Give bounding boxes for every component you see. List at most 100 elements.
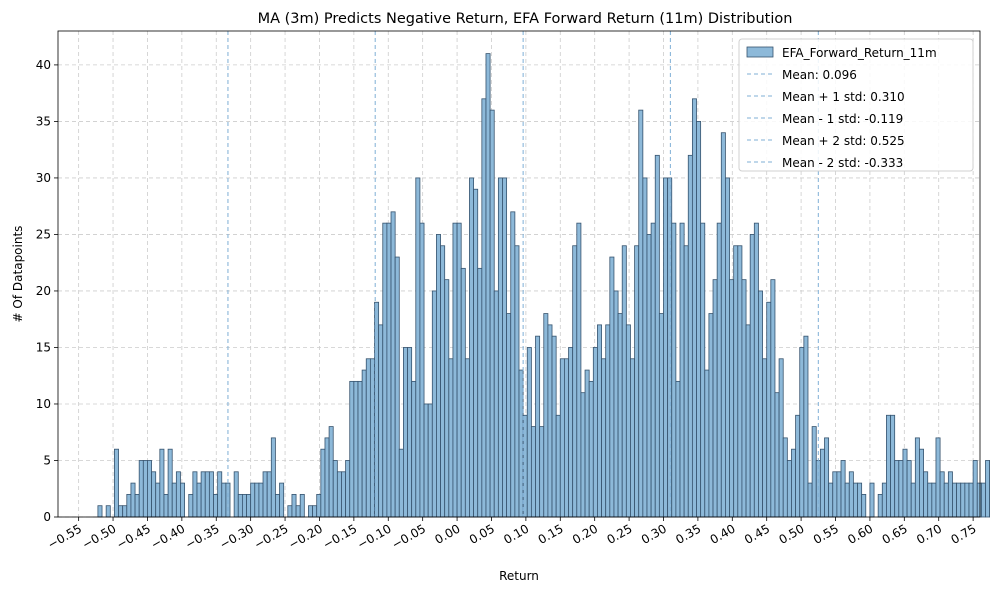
histogram-bar xyxy=(279,482,285,518)
histogram-bar xyxy=(848,471,854,518)
histogram-bar xyxy=(97,505,103,518)
histogram-bar xyxy=(518,369,524,518)
histogram-bar xyxy=(617,313,623,518)
histogram-bar xyxy=(316,493,322,518)
histogram-bar xyxy=(506,313,512,518)
histogram-bar xyxy=(786,460,792,518)
y-tick-label: 35 xyxy=(36,114,51,128)
x-tick-label: 0.60 xyxy=(845,521,875,546)
histogram-bar xyxy=(254,482,260,518)
histogram-bar xyxy=(753,222,759,518)
y-axis-label: # Of Datapoints xyxy=(11,226,25,323)
histogram-bar xyxy=(415,177,421,518)
histogram-bar xyxy=(811,426,817,518)
x-tick-label: 0.45 xyxy=(742,521,772,546)
histogram-bar xyxy=(444,279,450,518)
x-tick-label: 0.00 xyxy=(432,521,462,546)
histogram-bar xyxy=(526,347,532,518)
legend-label-line: Mean - 2 std: -0.333 xyxy=(782,156,903,170)
histogram-bar xyxy=(440,245,446,518)
histogram-bar xyxy=(460,267,466,518)
histogram-bar xyxy=(881,482,887,518)
histogram-bar xyxy=(588,380,594,518)
x-tick-label: −0.40 xyxy=(148,521,187,552)
histogram-bar xyxy=(295,505,301,518)
histogram-bar xyxy=(638,109,644,518)
histogram-bar xyxy=(403,347,408,518)
histogram-bar xyxy=(341,471,347,518)
histogram-bar xyxy=(559,358,565,518)
y-tick-label: 20 xyxy=(36,284,51,298)
histogram-bar xyxy=(824,437,830,518)
histogram-bar xyxy=(535,335,541,518)
histogram-bar xyxy=(687,154,693,518)
histogram-bar xyxy=(258,482,264,518)
histogram-bar xyxy=(188,493,194,518)
histogram-bar xyxy=(704,369,710,518)
histogram-bar xyxy=(972,460,978,518)
histogram-bar xyxy=(576,222,582,518)
histogram-bar xyxy=(551,335,557,518)
histogram-bar xyxy=(923,471,929,518)
histogram-bar xyxy=(299,493,305,518)
histogram-bar xyxy=(861,493,867,518)
histogram-bar xyxy=(547,324,553,518)
histogram-bar xyxy=(696,121,702,518)
histogram-bar xyxy=(114,448,119,518)
histogram-bar xyxy=(398,448,404,518)
histogram-bar xyxy=(180,482,186,518)
histogram-bar xyxy=(485,53,491,518)
histogram-bar xyxy=(894,460,900,518)
histogram-bar xyxy=(935,437,941,518)
histogram-bar xyxy=(312,505,318,518)
chart-title: MA (3m) Predicts Negative Return, EFA Fo… xyxy=(258,11,793,27)
legend-label-line: Mean: 0.096 xyxy=(782,68,857,82)
y-tick-label: 15 xyxy=(36,340,51,354)
histogram-bar xyxy=(510,211,516,518)
histogram-bar xyxy=(667,177,673,518)
histogram-bar xyxy=(147,460,152,518)
histogram-bar xyxy=(452,222,458,518)
x-tick-label: 0.65 xyxy=(880,521,910,546)
histogram-bar xyxy=(782,437,788,518)
histogram-bar xyxy=(597,324,602,518)
histogram-bar xyxy=(266,471,272,518)
histogram-bar xyxy=(584,369,590,518)
histogram-bar xyxy=(357,380,363,518)
x-tick-label: −0.30 xyxy=(217,521,256,552)
histogram-bar xyxy=(625,324,631,518)
histogram-bar xyxy=(200,471,206,518)
histogram-bar xyxy=(770,279,776,518)
histogram-bar xyxy=(621,245,627,518)
histogram-bar xyxy=(514,245,520,518)
histogram-bar xyxy=(407,347,413,518)
histogram-bar xyxy=(345,460,351,518)
histogram-bar xyxy=(819,448,825,518)
histogram-bar xyxy=(729,279,735,518)
histogram-bar xyxy=(105,505,111,518)
histogram-bar xyxy=(914,437,920,518)
histogram-bar xyxy=(530,426,536,518)
histogram-bar xyxy=(555,414,561,518)
histogram-bar xyxy=(601,358,607,518)
histogram-bar xyxy=(679,222,685,518)
histogram-bar xyxy=(502,177,508,518)
x-tick-label: −0.50 xyxy=(80,521,119,552)
histogram-bar xyxy=(159,448,165,518)
histogram-bar xyxy=(976,482,982,518)
histogram-bar xyxy=(204,471,210,518)
histogram-bar xyxy=(431,290,437,518)
histogram-bar xyxy=(605,324,611,518)
histogram-bar xyxy=(671,222,677,518)
histogram-bar xyxy=(828,482,834,518)
histogram-bar xyxy=(774,392,780,518)
histogram-bar xyxy=(118,505,124,518)
histogram-bar xyxy=(378,324,384,518)
histogram-bar xyxy=(902,448,908,518)
histogram-bar xyxy=(208,471,214,518)
histogram-bar xyxy=(151,471,157,518)
histogram-bar xyxy=(943,482,949,518)
histogram-bar xyxy=(308,505,313,518)
histogram-bar xyxy=(613,290,619,518)
histogram-bar xyxy=(799,347,805,518)
